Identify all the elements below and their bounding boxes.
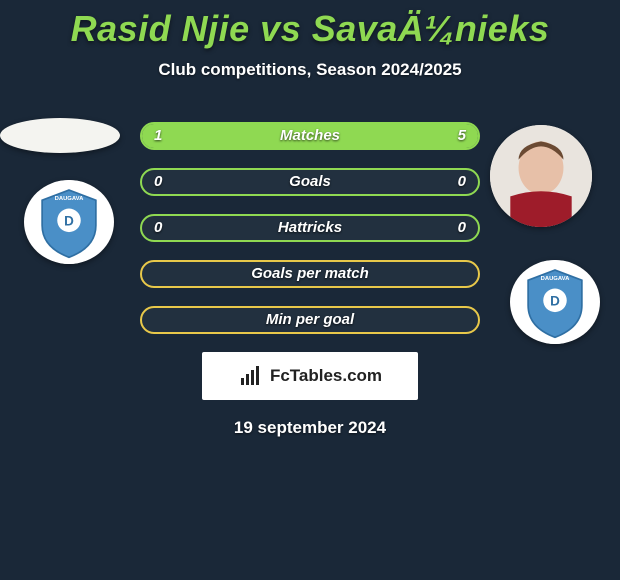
infographic-date: 19 september 2024 <box>0 418 620 438</box>
branding-text: FcTables.com <box>270 366 382 386</box>
player2-avatar <box>490 125 592 227</box>
stat-label: Min per goal <box>142 308 478 332</box>
player2-club-crest: D DAUGAVA <box>510 260 600 344</box>
stat-label: Matches <box>142 124 478 148</box>
svg-text:DAUGAVA: DAUGAVA <box>541 276 571 282</box>
stat-value-right: 5 <box>458 124 466 148</box>
season-subtitle: Club competitions, Season 2024/2025 <box>0 60 620 80</box>
stat-value-left: 1 <box>154 124 162 148</box>
stat-row: Min per goal <box>140 306 480 334</box>
page-title: Rasid Njie vs SavaÄ¼nieks <box>0 0 620 50</box>
stat-value-left: 0 <box>154 170 162 194</box>
svg-text:D: D <box>550 293 560 308</box>
player1-club-crest: D DAUGAVA <box>24 180 114 264</box>
stat-value-right: 0 <box>458 216 466 240</box>
stat-value-left: 0 <box>154 216 162 240</box>
svg-text:DAUGAVA: DAUGAVA <box>55 196 85 202</box>
stats-comparison: Matches15Goals00Hattricks00Goals per mat… <box>140 122 480 334</box>
player1-avatar <box>0 118 120 153</box>
stat-label: Goals per match <box>142 262 478 286</box>
stat-label: Hattricks <box>142 216 478 240</box>
stat-label: Goals <box>142 170 478 194</box>
branding-badge: FcTables.com <box>202 352 418 400</box>
stat-row: Hattricks0 0 <box>140 214 480 242</box>
stat-row: Matches1 5 <box>140 122 480 150</box>
chart-icon <box>238 364 262 388</box>
svg-text:D: D <box>64 213 74 228</box>
stat-row: Goals0 0 <box>140 168 480 196</box>
stat-row: Goals per match <box>140 260 480 288</box>
stat-value-right: 0 <box>458 170 466 194</box>
